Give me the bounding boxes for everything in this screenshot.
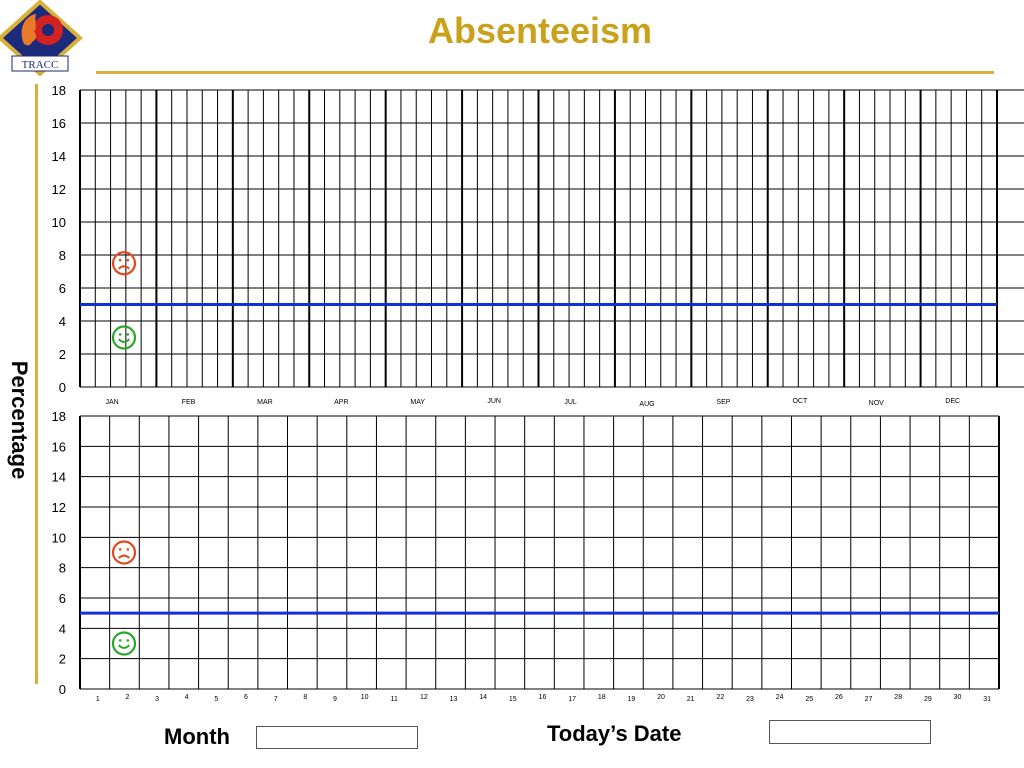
y-tick-label: 16 bbox=[52, 116, 66, 131]
x-tick-label: 11 bbox=[391, 696, 398, 703]
x-tick-label: 25 bbox=[805, 696, 813, 703]
logo-gear-hole bbox=[42, 24, 54, 36]
y-tick-label: 6 bbox=[59, 591, 66, 606]
x-tick-label: 3 bbox=[155, 696, 159, 703]
left-accent-rule bbox=[35, 84, 38, 684]
x-tick-label: 21 bbox=[687, 696, 695, 703]
y-tick-label: 8 bbox=[59, 561, 66, 576]
x-tick-label: 18 bbox=[598, 694, 606, 701]
sad-face-icon bbox=[111, 540, 137, 565]
page-title: Absenteeism bbox=[427, 10, 653, 51]
todays-date-label: Today’s Date bbox=[547, 721, 682, 746]
x-tick-label: 14 bbox=[479, 694, 487, 701]
y-tick-label: 10 bbox=[52, 530, 66, 545]
logo-banner bbox=[11, 55, 69, 72]
month-input[interactable] bbox=[256, 726, 418, 749]
y-tick-label: 4 bbox=[59, 314, 66, 329]
y-tick-label: 14 bbox=[52, 149, 66, 164]
y-tick-label: 18 bbox=[52, 409, 66, 424]
todays-date-input[interactable] bbox=[769, 720, 931, 744]
happy-face-icon bbox=[111, 631, 137, 656]
y-tick-label: 14 bbox=[52, 470, 66, 485]
x-tick-label: SEP bbox=[716, 399, 730, 406]
x-tick-label: 26 bbox=[835, 694, 843, 701]
x-tick-label: 16 bbox=[539, 694, 547, 701]
x-tick-label: 13 bbox=[450, 696, 458, 703]
x-tick-label: APR bbox=[334, 399, 348, 406]
y-tick-label: 12 bbox=[52, 500, 66, 515]
x-tick-label: 5 bbox=[214, 696, 218, 703]
y-tick-label: 0 bbox=[59, 682, 66, 697]
x-tick-label: OCT bbox=[792, 398, 808, 405]
x-tick-label: 7 bbox=[274, 696, 278, 703]
x-tick-label: 8 bbox=[303, 694, 307, 701]
x-tick-label: 30 bbox=[954, 694, 962, 701]
y-tick-label: 12 bbox=[52, 182, 66, 197]
logo-head-silhouette bbox=[21, 14, 37, 46]
happy-face-icon bbox=[111, 325, 137, 350]
x-tick-label: 28 bbox=[894, 694, 902, 701]
x-tick-label: JUN bbox=[487, 398, 501, 405]
tracc-logo: TRACC bbox=[0, 0, 84, 77]
x-tick-label: 23 bbox=[746, 696, 754, 703]
y-tick-label: 10 bbox=[52, 215, 66, 230]
y-tick-label: 16 bbox=[52, 439, 66, 454]
x-tick-label: 20 bbox=[657, 694, 665, 701]
y-tick-label: 2 bbox=[59, 652, 66, 667]
logo-text: TRACC bbox=[22, 59, 59, 71]
x-tick-label: 17 bbox=[568, 696, 576, 703]
x-tick-label: 19 bbox=[628, 696, 636, 703]
x-tick-label: 2 bbox=[125, 694, 129, 701]
y-tick-label: 2 bbox=[59, 347, 66, 362]
sad-face-icon bbox=[111, 251, 137, 276]
y-tick-label: 6 bbox=[59, 281, 66, 296]
y-tick-label: 0 bbox=[59, 380, 66, 395]
title-underline bbox=[96, 71, 994, 74]
x-tick-label: 29 bbox=[924, 696, 932, 703]
x-tick-label: FEB bbox=[182, 399, 196, 406]
x-tick-label: 27 bbox=[865, 696, 873, 703]
x-tick-label: 31 bbox=[983, 696, 991, 703]
x-tick-label: 15 bbox=[509, 696, 517, 703]
x-tick-label: 1 bbox=[96, 696, 100, 703]
x-tick-label: AUG bbox=[639, 401, 654, 408]
x-tick-label: 4 bbox=[185, 694, 189, 701]
x-tick-label: 22 bbox=[716, 694, 724, 701]
x-tick-label: 9 bbox=[333, 696, 337, 703]
y-tick-label: 8 bbox=[59, 248, 66, 263]
x-tick-label: 10 bbox=[361, 694, 369, 701]
x-tick-label: JUL bbox=[564, 399, 577, 406]
x-tick-label: MAR bbox=[257, 399, 273, 406]
x-tick-label: DEC bbox=[945, 398, 960, 405]
x-tick-label: JAN bbox=[105, 399, 118, 406]
x-tick-label: 12 bbox=[420, 694, 428, 701]
y-tick-label: 18 bbox=[52, 83, 66, 98]
x-tick-label: 6 bbox=[244, 694, 248, 701]
month-label: Month bbox=[164, 724, 230, 749]
y-tick-label: 4 bbox=[59, 621, 66, 636]
x-tick-label: NOV bbox=[869, 400, 885, 407]
x-tick-label: 24 bbox=[776, 694, 784, 701]
x-tick-label: MAY bbox=[410, 399, 425, 406]
